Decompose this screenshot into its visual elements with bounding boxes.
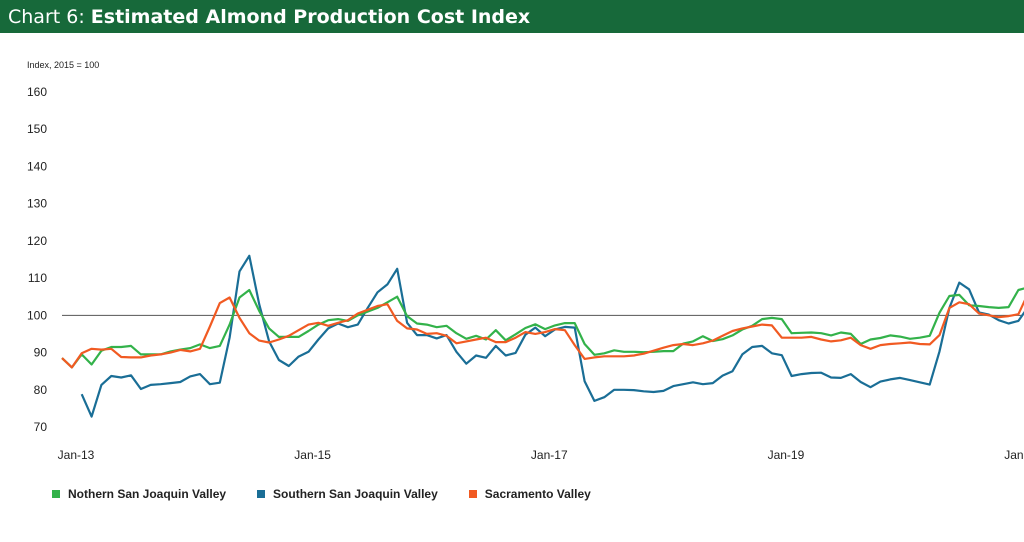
chart-header: Chart 6: Estimated Almond Production Cos… <box>0 0 1024 33</box>
legend-label-northern: Nothern San Joaquin Valley <box>68 487 227 501</box>
y-tick-label: 70 <box>34 420 48 434</box>
legend-swatch-northern <box>52 490 60 498</box>
x-tick-label: Jan-21 <box>1004 448 1024 462</box>
series-lines <box>61 254 1024 418</box>
y-tick-label: 80 <box>34 383 48 397</box>
y-tick-label: 150 <box>27 122 47 136</box>
x-tick-label: Jan-13 <box>58 448 95 462</box>
x-axis-ticks: Jan-13 Jan-15 Jan-17 Jan-19 Jan-21 <box>58 448 1024 462</box>
chart-title: Chart 6: Estimated Almond Production Cos… <box>8 6 530 28</box>
y-tick-label: 140 <box>27 159 47 173</box>
y-tick-label: 130 <box>27 197 47 211</box>
chart-title-text: Estimated Almond Production Cost Index <box>90 5 531 28</box>
y-axis-unit-label: Index, 2015 = 100 <box>27 60 100 70</box>
y-tick-label: 120 <box>27 234 47 248</box>
x-tick-label: Jan-15 <box>294 448 331 462</box>
legend-swatch-sacramento <box>468 490 477 498</box>
legend-item-northern: Nothern San Joaquin Valley <box>52 487 226 501</box>
legend-swatch-southern <box>257 490 266 498</box>
series-line-northern <box>61 287 1024 369</box>
y-axis-ticks: 70 80 90 100 110 120 130 140 150 160 <box>27 85 47 434</box>
series-line-sacramento <box>61 296 1024 369</box>
legend-label-southern: Southern San Joaquin Valley <box>273 487 438 501</box>
y-tick-label: 110 <box>28 271 47 285</box>
legend-label-sacramento: Sacramento Valley <box>484 487 591 501</box>
y-tick-label: 100 <box>27 308 47 322</box>
series-line-southern <box>80 254 1024 418</box>
legend-item-sacramento: Sacramento Valley <box>468 487 591 501</box>
x-tick-label: Jan-19 <box>768 448 805 462</box>
chart-number: Chart 6: <box>8 5 91 28</box>
y-tick-label: 160 <box>27 85 47 99</box>
legend: Nothern San Joaquin Valley Southern San … <box>52 487 622 501</box>
y-tick-label: 90 <box>34 346 48 360</box>
x-tick-label: Jan-17 <box>531 448 568 462</box>
legend-item-southern: Southern San Joaquin Valley <box>257 487 438 501</box>
